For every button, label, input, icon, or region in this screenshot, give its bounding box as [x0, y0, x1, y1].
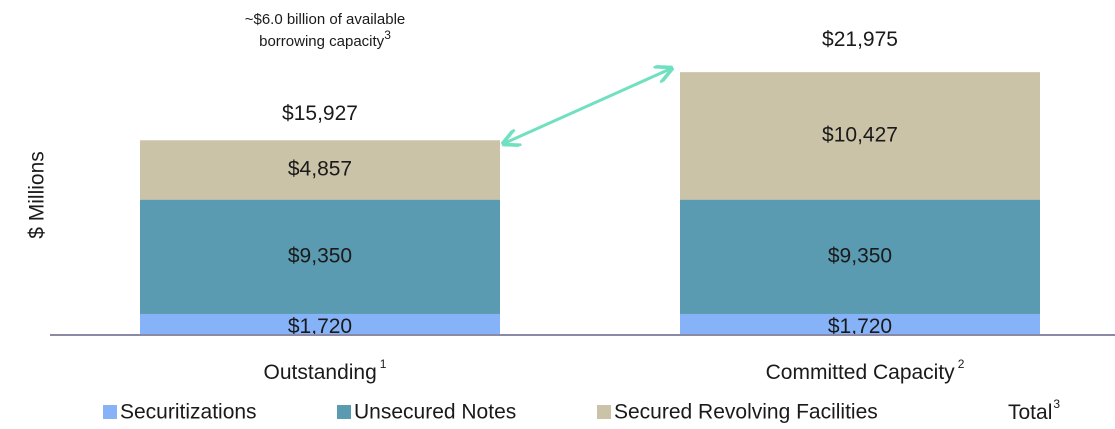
- arrow: [505, 69, 670, 143]
- bar-segment: [680, 199, 1040, 314]
- total-label: $15,927: [282, 102, 358, 125]
- legend-total: Total3: [1008, 397, 1060, 423]
- annotation-text: ~$6.0 billion of available: [245, 11, 406, 28]
- value-label: $1,720: [288, 315, 352, 338]
- bar-segment: [140, 313, 500, 335]
- legend-swatch: [337, 405, 351, 419]
- value-label: $9,350: [288, 244, 352, 267]
- annotation: borrowing capacity3: [259, 28, 391, 50]
- x-tick-label: Committed Capacity 2: [766, 357, 965, 383]
- legend-swatch: [597, 405, 611, 419]
- bar-segment: [140, 199, 500, 314]
- legend-total-label: Total: [1008, 401, 1052, 424]
- legend-label: Securitizations: [120, 401, 257, 424]
- bar-segment: [140, 140, 500, 200]
- value-label: $4,857: [288, 157, 352, 180]
- category-note: 2: [958, 357, 965, 371]
- legend-swatch: [103, 405, 117, 419]
- legend-label: Secured Revolving Facilities: [614, 401, 878, 424]
- annotation: ~$6.0 billion of available: [245, 11, 406, 28]
- category-note: 1: [380, 357, 387, 371]
- value-label: $10,427: [822, 123, 898, 146]
- x-tick-label: Outstanding 1: [264, 357, 387, 383]
- total-label: $21,975: [822, 28, 898, 51]
- category: Outstanding: [264, 361, 377, 384]
- bar-segment: [680, 72, 1040, 200]
- value-label: $1,720: [828, 315, 892, 338]
- value-label: $9,350: [828, 244, 892, 267]
- bar-segment: [680, 313, 1040, 335]
- y-axis-label: $ Millions: [26, 151, 49, 239]
- legend-total-note: 3: [1053, 397, 1060, 411]
- legend-label: Unsecured Notes: [354, 401, 516, 424]
- category: Committed Capacity: [766, 361, 956, 384]
- annotation-text: borrowing capacity: [259, 33, 385, 50]
- annotation-note: 3: [384, 28, 391, 42]
